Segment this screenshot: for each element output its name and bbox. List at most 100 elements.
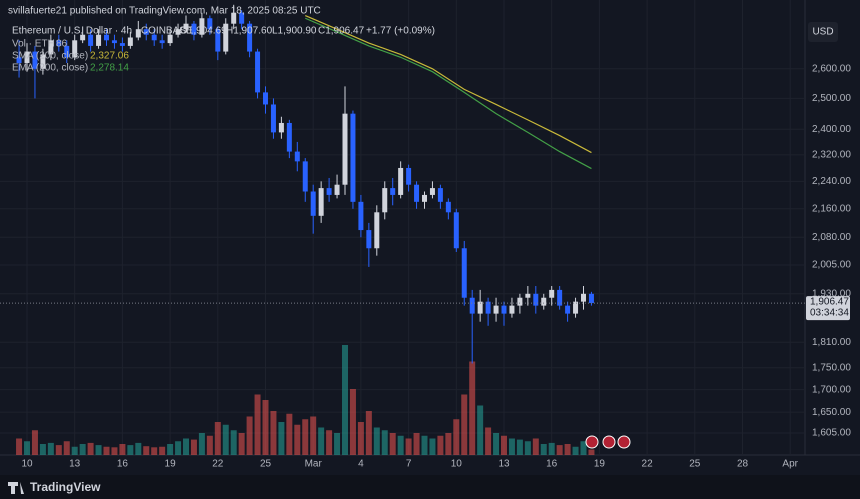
y-tick-label: 2,080.00 — [812, 232, 851, 243]
candle-body — [557, 289, 563, 306]
indicator-line — [305, 17, 592, 170]
candle-body — [493, 305, 499, 314]
volume-bar — [373, 427, 380, 455]
volume-bar — [302, 419, 309, 455]
volume-bar — [548, 442, 555, 455]
candle-body — [64, 45, 70, 58]
symbol-title: Ethereum / U.S. Dollar · 4h · COINBASE — [12, 26, 193, 37]
volume-bar — [357, 422, 364, 455]
footer-text: TradingView — [30, 480, 101, 494]
candle-body — [517, 297, 523, 306]
candle-body — [326, 188, 332, 195]
candle-body — [183, 23, 189, 30]
volume-bar — [501, 435, 507, 455]
volume-bar — [294, 424, 301, 455]
volume-bar — [334, 433, 341, 455]
volume-bar — [445, 433, 452, 455]
candle-body — [358, 201, 364, 231]
candle-body — [72, 40, 78, 58]
volume-bar — [453, 419, 460, 455]
candle-body — [40, 54, 46, 69]
candle-body — [509, 305, 515, 314]
volume-bar — [532, 438, 539, 455]
volume-bar — [71, 446, 78, 455]
volume-bar — [206, 435, 213, 455]
candle-body — [485, 301, 491, 314]
indicator-line — [305, 14, 592, 154]
event-icon[interactable] — [617, 435, 631, 449]
volume-bar — [365, 411, 372, 455]
candle-body — [111, 40, 117, 44]
volume-bar — [397, 435, 404, 455]
x-tick-label: 22 — [642, 459, 654, 470]
volume-bar — [564, 444, 571, 455]
volume-bar — [524, 441, 531, 455]
candle-body — [96, 34, 102, 46]
candle-body — [437, 188, 443, 202]
volume-bar — [167, 444, 174, 455]
candle-body — [278, 122, 284, 133]
candle-body — [461, 248, 467, 298]
candle-body — [414, 184, 420, 202]
volume-bar — [421, 435, 428, 455]
volume-bar — [508, 438, 515, 455]
candle-body — [175, 29, 181, 35]
volume-bar — [429, 438, 436, 455]
candle-body — [549, 289, 555, 298]
candle-body — [302, 161, 308, 192]
volume-bar — [214, 422, 221, 455]
footer-bar — [0, 475, 860, 499]
candle-body — [422, 194, 427, 202]
candle-body — [294, 151, 300, 162]
y-tick-label: 2,400.00 — [812, 124, 851, 135]
volume-bar — [437, 435, 444, 455]
volume-bar — [103, 446, 110, 455]
candle-body — [318, 188, 324, 216]
event-icon[interactable] — [602, 435, 616, 449]
candle-body — [24, 51, 30, 64]
candle-body — [167, 34, 173, 44]
x-tick-label: Mar — [305, 459, 323, 470]
volume-bar — [310, 416, 317, 455]
event-icon[interactable] — [585, 435, 599, 449]
volume-bar — [230, 430, 237, 455]
volume-bar — [540, 444, 547, 455]
candle-body — [135, 29, 141, 38]
y-tick-label: 1,930.00 — [812, 288, 851, 299]
x-tick-label: 7 — [406, 459, 412, 470]
volume-bar — [580, 441, 587, 455]
y-tick-label: 2,005.00 — [812, 260, 851, 271]
volume-bar — [461, 394, 468, 455]
candle-body — [350, 113, 356, 202]
volume-bar — [47, 442, 54, 455]
volume-bar — [485, 427, 492, 455]
y-tick-label: 1,650.00 — [812, 407, 851, 418]
volume-bar — [190, 439, 197, 455]
volume-bar — [326, 430, 333, 455]
candle-body — [88, 34, 94, 46]
volume-bar — [413, 433, 420, 455]
candle-body — [247, 23, 253, 52]
volume-bar — [493, 433, 500, 455]
candle-body — [445, 201, 451, 213]
candle-body — [127, 37, 133, 46]
y-tick-label: 1,750.00 — [812, 362, 851, 373]
x-tick-label: 25 — [260, 459, 272, 470]
currency-box — [808, 22, 838, 42]
indicator-value: 2,327.06 — [90, 51, 129, 62]
volume-bar — [175, 441, 182, 455]
y-tick-label: 1,810.00 — [812, 337, 851, 348]
candle-body — [231, 12, 237, 24]
x-tick-label: 22 — [212, 459, 224, 470]
candle-body — [207, 18, 213, 30]
volume-bar — [87, 442, 94, 455]
candle-body — [151, 34, 157, 41]
logo — [8, 482, 24, 494]
candle-body — [270, 104, 276, 133]
x-tick-label: 13 — [498, 459, 510, 470]
y-tick-label: 1,700.00 — [812, 384, 851, 395]
volume-bar — [318, 427, 325, 455]
candle-body — [80, 34, 86, 41]
candle-body — [223, 23, 229, 52]
